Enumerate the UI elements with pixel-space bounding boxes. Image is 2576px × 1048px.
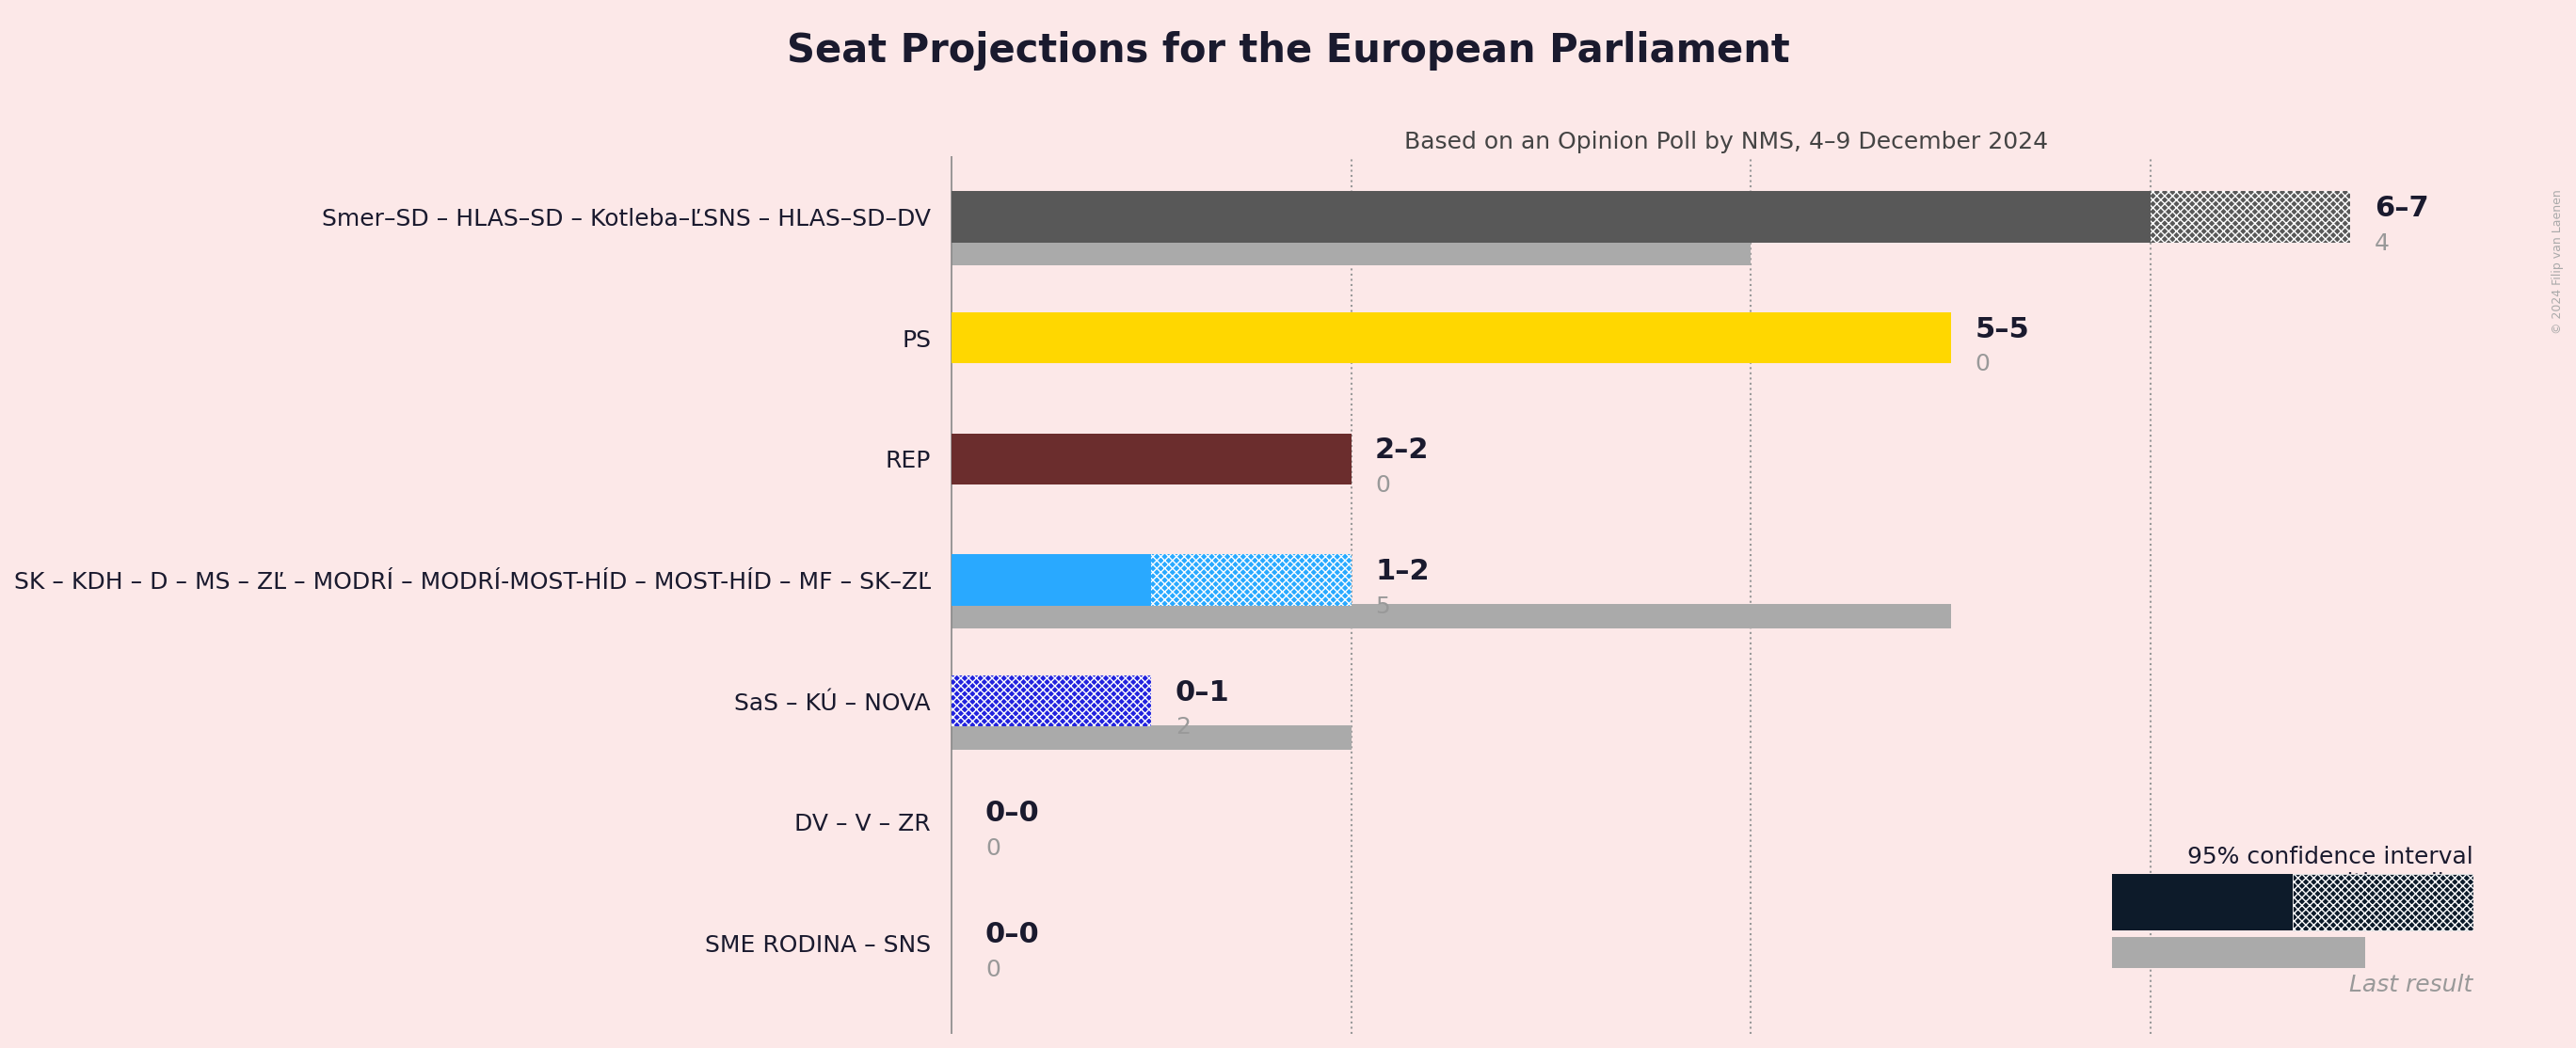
Text: 5: 5	[1376, 595, 1391, 618]
Text: 0: 0	[987, 837, 999, 860]
Text: 95% confidence interval
with median: 95% confidence interval with median	[2187, 846, 2473, 894]
Bar	[951, 676, 1151, 726]
Bar	[951, 241, 1752, 265]
Bar	[2112, 937, 2365, 968]
Text: 2–2: 2–2	[1376, 437, 1430, 464]
Bar	[951, 725, 1352, 749]
Text: 0: 0	[1976, 353, 1989, 376]
Text: 0–0: 0–0	[987, 800, 1041, 827]
Text: Last result: Last result	[2349, 974, 2473, 997]
Bar	[951, 554, 1151, 606]
Text: 6–7: 6–7	[2375, 195, 2429, 222]
Bar	[2112, 874, 2293, 931]
Text: © 2024 Filip van Laenen: © 2024 Filip van Laenen	[2553, 190, 2563, 334]
Bar	[1151, 554, 1352, 606]
Bar	[951, 605, 1950, 629]
Bar	[951, 434, 1352, 484]
Bar	[2151, 192, 2349, 242]
Title: Based on an Opinion Poll by NMS, 4–9 December 2024: Based on an Opinion Poll by NMS, 4–9 Dec…	[1404, 131, 2048, 153]
Text: 0–1: 0–1	[1175, 679, 1229, 706]
Bar	[951, 192, 2151, 242]
Bar	[951, 676, 1151, 726]
Text: 5–5: 5–5	[1976, 315, 2030, 343]
Text: Seat Projections for the European Parliament: Seat Projections for the European Parlia…	[786, 31, 1790, 71]
Text: 1–2: 1–2	[1376, 558, 1430, 585]
Text: 2: 2	[1175, 717, 1190, 739]
Bar	[2293, 874, 2473, 931]
Bar	[951, 312, 1950, 364]
Text: 4: 4	[2375, 233, 2391, 255]
Text: 0–0: 0–0	[987, 921, 1041, 948]
Text: 0: 0	[1376, 475, 1391, 497]
Text: 0: 0	[987, 959, 999, 981]
